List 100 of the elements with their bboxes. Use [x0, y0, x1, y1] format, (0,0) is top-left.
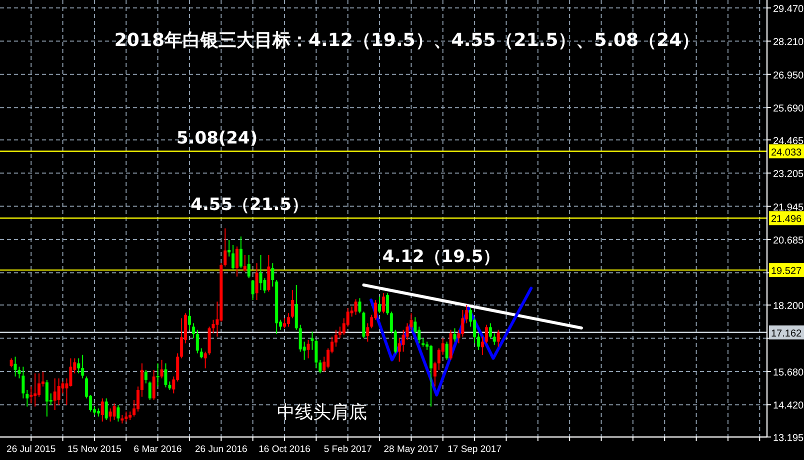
candlestick	[402, 329, 405, 352]
y-tick-label: 25.690	[773, 104, 804, 115]
candlestick	[34, 372, 37, 408]
candlestick	[196, 329, 199, 354]
candlestick	[30, 386, 33, 404]
y-tick-label: 21.945	[773, 202, 804, 214]
y-tick-label: 23.205	[773, 169, 804, 180]
ref-line-label: 17.162	[771, 328, 802, 340]
candlestick	[239, 236, 242, 269]
candlestick	[251, 279, 254, 301]
candlestick	[188, 310, 191, 330]
candlestick	[306, 339, 310, 359]
candlestick	[45, 379, 48, 418]
x-tick-label: 5 Feb 2017	[324, 444, 372, 455]
x-tick-label: 15 Nov 2015	[68, 444, 122, 455]
x-tick-label: 26 Jul 2015	[6, 444, 56, 455]
candlestick	[496, 329, 500, 348]
y-tick-label: 29.470	[773, 4, 804, 15]
candlestick	[314, 339, 318, 369]
candlestick	[445, 341, 448, 360]
candlestick	[358, 298, 362, 314]
y-tick-label: 26.950	[773, 70, 804, 82]
candlestick	[334, 329, 338, 348]
candlestick	[152, 369, 156, 400]
candlestick	[140, 362, 144, 398]
candlestick	[382, 292, 385, 314]
candlestick	[14, 356, 17, 377]
candlestick	[136, 386, 140, 412]
x-tick-label: 17 Sep 2017	[448, 444, 502, 455]
y-tick-label: 15.680	[773, 367, 804, 378]
candlestick	[116, 404, 120, 422]
candlestick	[38, 372, 41, 398]
annotation: 中线头肩底	[277, 402, 367, 423]
candlestick	[283, 318, 286, 329]
candlestick	[394, 329, 397, 354]
annotation: 4.12（19.5）	[382, 247, 500, 268]
candlestick	[255, 262, 258, 301]
candlestick	[437, 348, 440, 370]
candlestick	[286, 312, 290, 328]
candlestick	[247, 254, 250, 279]
candlestick	[232, 244, 235, 270]
candlestick	[81, 354, 84, 379]
candlestick	[298, 324, 302, 352]
x-tick-label: 16 Oct 2016	[258, 444, 310, 455]
candlestick	[77, 358, 80, 374]
ref-line-label: 21.496	[771, 214, 802, 226]
candlestick	[144, 369, 148, 384]
candlestick	[488, 322, 492, 339]
candlestick	[259, 254, 262, 291]
y-tick-label: 18.200	[773, 301, 804, 312]
candlestick	[453, 328, 456, 342]
candlestick	[378, 296, 382, 314]
candlestick	[228, 239, 231, 258]
candlestick	[430, 344, 433, 408]
candlestick	[104, 398, 108, 420]
candlestick	[112, 402, 116, 420]
candlestick	[243, 254, 246, 272]
candlestick	[386, 292, 389, 316]
candlestick	[180, 318, 184, 359]
candlestick	[338, 326, 342, 339]
candlestick	[57, 378, 60, 406]
candlestick	[156, 362, 160, 388]
y-tick-label: 28.210	[773, 37, 804, 48]
candlestick	[362, 311, 366, 339]
candlestick	[484, 324, 488, 344]
candlestick	[310, 331, 314, 350]
candlestick	[236, 246, 238, 278]
candlestick	[100, 398, 104, 422]
candlestick	[290, 290, 294, 319]
candlestick	[433, 361, 436, 388]
candlestick	[148, 381, 152, 400]
candlestick	[271, 262, 274, 288]
candlestick	[22, 366, 25, 399]
candlestick	[224, 228, 227, 268]
candlestick	[267, 254, 270, 292]
x-tick-label: 6 Mar 2016	[134, 444, 182, 455]
candlestick	[398, 338, 401, 362]
candlestick	[192, 322, 195, 339]
y-tick-label: 14.420	[773, 400, 804, 412]
candlestick	[200, 348, 203, 359]
candlestick	[69, 358, 72, 388]
candlestick	[354, 298, 358, 316]
y-tick-label: 24.465	[773, 136, 804, 147]
y-tick-label: 13.195	[773, 433, 804, 444]
candlestick	[108, 408, 112, 422]
y-tick-label: 20.685	[773, 236, 804, 247]
annotation: 5.08(24)	[176, 128, 258, 148]
candlestick	[53, 378, 56, 410]
x-tick-label: 26 Jun 2016	[195, 444, 248, 455]
candlestick	[204, 351, 207, 369]
candlestick	[390, 311, 393, 334]
ref-line-label: 19.527	[771, 266, 802, 278]
candlestick	[480, 336, 484, 356]
ref-line-label: 24.033	[771, 147, 802, 158]
candlestick	[492, 332, 496, 346]
candlestick	[160, 359, 164, 379]
candlestick	[26, 389, 29, 408]
candlestick	[164, 362, 168, 388]
candlestick	[366, 322, 370, 342]
candlestick	[124, 411, 128, 422]
